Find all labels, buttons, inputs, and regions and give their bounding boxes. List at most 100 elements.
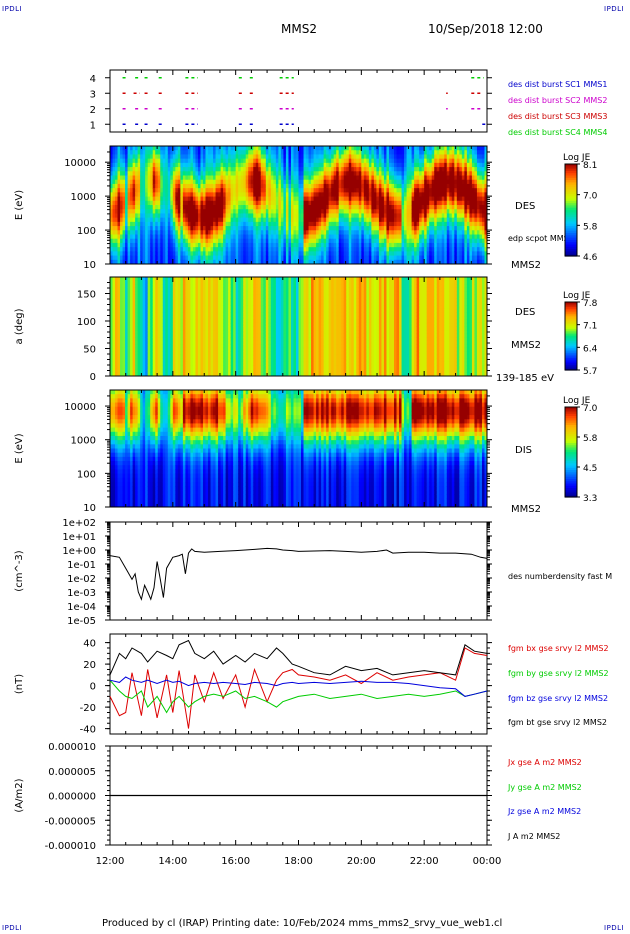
des-energy-heatmap-cell: [361, 146, 365, 151]
des-energy-heatmap-cell: [303, 200, 307, 206]
des-energy-heatmap-cell: [416, 162, 420, 168]
des-energy-heatmap-cell: [414, 217, 418, 223]
des-energy-heatmap-cell: [318, 234, 322, 240]
des-energy-heatmap-cell: [112, 234, 116, 240]
des-energy-heatmap-cell: [172, 234, 176, 240]
des-energy-heatmap-cell: [311, 213, 315, 219]
des-energy-heatmap-cell: [421, 234, 425, 240]
des-energy-heatmap-cell: [248, 230, 252, 235]
des-energy-heatmap-cell: [195, 175, 199, 181]
des-energy-heatmap-cell: [288, 171, 292, 176]
des-pitch-heatmap-cell: [110, 333, 114, 338]
des-energy-heatmap-cell: [436, 255, 440, 261]
des-energy-heatmap-cell: [172, 196, 176, 202]
des-energy-heatmap-cell: [298, 192, 302, 198]
des-energy-heatmap-cell: [409, 247, 413, 252]
des-energy-heatmap-cell: [363, 200, 367, 206]
des-energy-heatmap-cell: [235, 205, 239, 210]
des-energy-heatmap-cell: [117, 259, 121, 265]
des-energy-heatmap-cell: [187, 179, 191, 185]
des-energy-heatmap-cell: [406, 247, 410, 252]
des-energy-heatmap-cell: [388, 251, 392, 257]
des-energy-heatmap-cell: [451, 205, 455, 210]
des-energy-heatmap-cell: [228, 179, 232, 185]
des-energy-heatmap-cell: [386, 162, 390, 168]
des-energy-heatmap-cell: [313, 158, 317, 164]
des-energy-heatmap-cell: [233, 192, 237, 198]
des-energy-heatmap-cell: [147, 205, 151, 210]
des-energy-heatmap-cell: [195, 167, 199, 172]
des-energy-heatmap-cell: [110, 179, 114, 185]
des-energy-heatmap-cell: [394, 192, 398, 198]
des-energy-heatmap-cell: [366, 251, 370, 257]
des-energy-heatmap-cell: [343, 158, 347, 164]
des-energy-heatmap-cell: [195, 238, 199, 244]
des-energy-heatmap-cell: [419, 259, 423, 265]
des-energy-heatmap-cell: [265, 242, 269, 248]
des-energy-heatmap-cell: [313, 217, 317, 223]
des-energy-heatmap-cell: [308, 192, 312, 198]
des-energy-heatmap-cell: [456, 209, 460, 214]
des-energy-heatmap-cell: [363, 150, 367, 155]
des-energy-heatmap-cell: [481, 209, 485, 214]
des-energy-heatmap-cell: [228, 171, 232, 176]
des-energy-heatmap-cell: [162, 234, 166, 240]
des-energy-heatmap-cell: [399, 259, 403, 265]
des-energy-heatmap-cell: [263, 221, 267, 227]
des-energy-heatmap-cell: [127, 192, 131, 198]
des-energy-heatmap-cell: [388, 192, 392, 198]
des-energy-heatmap-cell: [135, 205, 139, 210]
des-energy-heatmap-cell: [391, 154, 395, 160]
des-energy-heatmap-cell: [182, 158, 186, 164]
des-energy-heatmap-cell: [115, 183, 119, 189]
des-energy-heatmap-cell: [157, 188, 161, 193]
des-energy-heatmap-cell: [127, 234, 131, 240]
des-energy-heatmap-cell: [145, 213, 149, 219]
des-energy-heatmap-cell: [399, 146, 403, 151]
des-energy-heatmap-cell: [331, 162, 335, 168]
des-energy-heatmap-cell: [474, 217, 478, 223]
des-energy-heatmap-cell: [110, 238, 114, 244]
des-energy-heatmap-cell: [220, 183, 224, 189]
des-energy-heatmap-cell: [338, 167, 342, 172]
des-energy-heatmap-cell: [444, 213, 448, 219]
des-energy-heatmap-cell: [112, 242, 116, 248]
des-energy-heatmap-cell: [376, 217, 380, 223]
des-energy-heatmap-cell: [351, 150, 355, 155]
des-energy-heatmap-cell: [172, 175, 176, 181]
des-pitch-heatmap-cell: [117, 277, 121, 282]
des-energy-heatmap-cell: [182, 196, 186, 202]
des-energy-heatmap-cell: [459, 226, 463, 231]
des-energy-heatmap-cell: [444, 259, 448, 265]
des-pitch-heatmap-cell: [127, 344, 131, 349]
des-energy-heatmap-cell: [187, 154, 191, 160]
des-energy-heatmap-cell: [195, 162, 199, 168]
des-energy-heatmap-cell: [122, 188, 126, 193]
des-energy-heatmap-cell: [238, 226, 242, 231]
des-energy-heatmap-cell: [182, 213, 186, 219]
des-energy-heatmap-cell: [416, 158, 420, 164]
des-energy-heatmap-cell: [436, 188, 440, 193]
des-energy-heatmap-cell: [326, 167, 330, 172]
des-energy-heatmap-cell: [165, 242, 169, 248]
des-energy-heatmap-cell: [353, 167, 357, 172]
des-energy-heatmap-cell: [243, 179, 247, 185]
des-energy-colorbar-cell: [565, 203, 577, 206]
des-energy-heatmap-cell: [127, 251, 131, 257]
des-energy-heatmap-cell: [358, 196, 362, 202]
des-energy-heatmap-cell: [366, 226, 370, 231]
des-energy-heatmap-cell: [451, 146, 455, 151]
des-energy-heatmap-cell: [278, 167, 282, 172]
des-energy-heatmap-cell: [180, 150, 184, 155]
des-energy-heatmap-cell: [444, 146, 448, 151]
des-energy-heatmap-cell: [245, 251, 249, 257]
des-energy-heatmap-cell: [295, 192, 299, 198]
des-energy-heatmap-cell: [439, 255, 443, 261]
des-energy-heatmap-cell: [130, 192, 134, 198]
des-energy-heatmap-cell: [263, 146, 267, 151]
des-energy-heatmap-cell: [439, 171, 443, 176]
des-energy-heatmap-cell: [175, 175, 179, 181]
des-energy-heatmap-cell: [160, 150, 164, 155]
des-energy-heatmap-cell: [368, 234, 372, 240]
des-energy-heatmap-cell: [338, 255, 342, 261]
